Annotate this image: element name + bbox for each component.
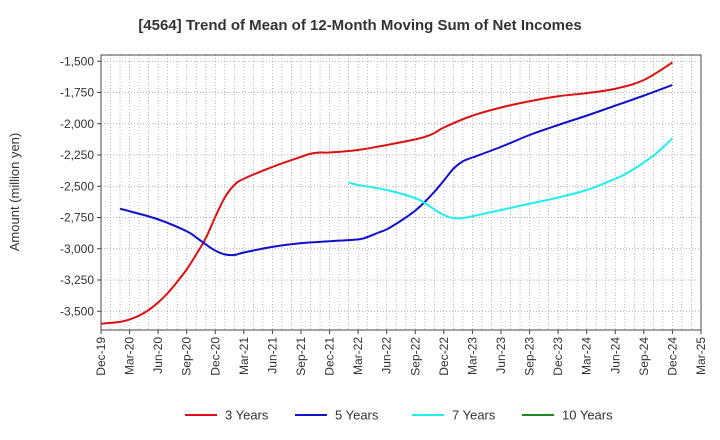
y-tick-label: -3,000 bbox=[60, 242, 94, 256]
x-tick-label: Dec-21 bbox=[323, 337, 337, 376]
legend-label: 10 Years bbox=[562, 408, 613, 423]
x-tick-label: Mar-20 bbox=[123, 337, 137, 375]
x-tick-label: Dec-22 bbox=[437, 337, 451, 376]
y-tick-label: -2,500 bbox=[60, 179, 94, 193]
x-tick-label: Mar-25 bbox=[694, 337, 708, 375]
series-line-3 bbox=[348, 137, 674, 220]
legend-label: 7 Years bbox=[452, 408, 496, 423]
x-tick-label: Jun-24 bbox=[608, 337, 622, 374]
x-tick-label: Sep-23 bbox=[523, 337, 537, 376]
x-tick-label: Sep-24 bbox=[637, 337, 651, 376]
x-tick-label: Mar-23 bbox=[465, 337, 479, 375]
y-tick-label: -3,250 bbox=[60, 273, 94, 287]
legend: 3 Years 5 Years 7 Years 10 Years bbox=[185, 408, 613, 423]
x-tick-label: Sep-22 bbox=[408, 337, 422, 376]
series-line-1 bbox=[100, 61, 673, 325]
y-tick-label: -2,250 bbox=[60, 148, 94, 162]
x-axis: Dec-19 Mar-20 Jun-20 Sep-20 Dec-20 Mar-21 Jun-… bbox=[94, 330, 708, 376]
x-tick-label: Jun-22 bbox=[380, 337, 394, 374]
x-tick-label: Dec-23 bbox=[551, 337, 565, 376]
x-tick-label: Mar-21 bbox=[237, 337, 251, 375]
y-axis: -1,500 -1,750 -2,000 -2,250 -2,500 -2,750 -3,0… bbox=[60, 54, 101, 318]
x-tick-label: Dec-24 bbox=[665, 337, 679, 376]
y-tick-label: -2,750 bbox=[60, 211, 94, 225]
x-tick-label: Sep-20 bbox=[180, 337, 194, 376]
grid bbox=[101, 55, 701, 330]
plot-area bbox=[100, 54, 702, 331]
x-tick-label: Dec-19 bbox=[94, 337, 108, 376]
x-tick-label: Dec-20 bbox=[208, 337, 222, 376]
x-tick-label: Jun-21 bbox=[265, 337, 279, 374]
x-tick-label: Mar-22 bbox=[351, 337, 365, 375]
series-line-2 bbox=[119, 84, 673, 257]
x-tick-label: Sep-21 bbox=[294, 337, 308, 376]
y-tick-label: -3,500 bbox=[60, 304, 94, 318]
y-tick-label: -2,000 bbox=[60, 117, 94, 131]
y-axis-label: Amount (million yen) bbox=[7, 133, 22, 252]
series-lines bbox=[100, 61, 674, 325]
legend-label: 5 Years bbox=[335, 408, 379, 423]
y-tick-label: -1,500 bbox=[60, 54, 94, 68]
x-tick-label: Jun-20 bbox=[151, 337, 165, 374]
x-tick-label: Jun-23 bbox=[494, 337, 508, 374]
chart-title: [4564] Trend of Mean of 12-Month Moving … bbox=[138, 17, 581, 34]
legend-label: 3 Years bbox=[225, 408, 269, 423]
x-tick-label: Mar-24 bbox=[580, 337, 594, 375]
y-tick-label: -1,750 bbox=[60, 86, 94, 100]
